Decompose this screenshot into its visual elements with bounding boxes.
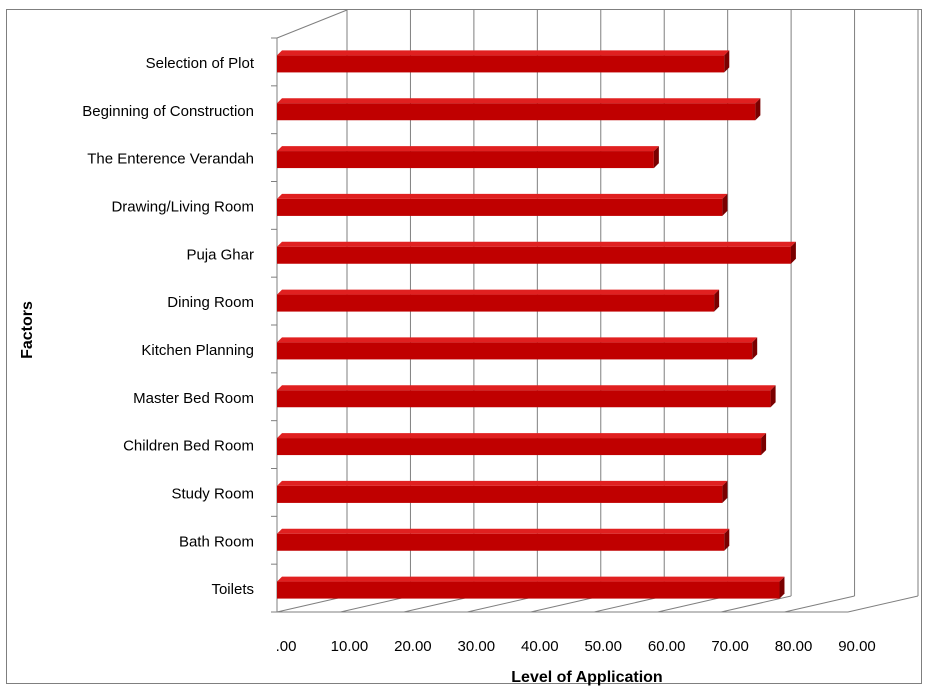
bar-side-face	[761, 433, 767, 456]
floor-line	[467, 595, 538, 613]
bar-side-face	[755, 98, 761, 121]
x-tick-label: 80.00	[775, 638, 813, 655]
bar-front-face	[277, 151, 654, 169]
bar-side-face	[724, 528, 730, 551]
floor-line	[276, 595, 348, 613]
bar	[277, 480, 728, 503]
bar	[277, 146, 659, 169]
category-label: Master Bed Room	[133, 390, 254, 407]
bar-side-face	[653, 146, 659, 169]
category-label: Children Bed Room	[123, 438, 254, 455]
bar-top-face	[277, 98, 761, 104]
bar-front-face	[277, 390, 771, 408]
bar-front-face	[277, 294, 715, 312]
bar-front-face	[277, 342, 753, 360]
floor-line	[403, 595, 475, 613]
bars-layer	[277, 50, 796, 599]
bar-side-face	[714, 289, 720, 312]
bar-side-face	[790, 241, 796, 264]
x-tick-label: 50.00	[584, 638, 622, 655]
wall-top-line	[276, 9, 348, 39]
floor-line	[657, 595, 728, 613]
bar	[277, 289, 720, 312]
category-label: The Enterence Verandah	[87, 151, 254, 168]
bar-top-face	[277, 480, 728, 486]
y-axis-title: Factors	[19, 301, 36, 359]
bar-top-face	[277, 289, 720, 295]
bar-front-face	[277, 103, 756, 121]
bar	[277, 193, 728, 216]
floor-line	[594, 595, 665, 613]
bar-front-face	[277, 198, 723, 216]
bar-side-face	[722, 480, 728, 503]
bar	[277, 98, 761, 121]
bar-side-face	[770, 385, 776, 408]
bar	[277, 576, 785, 599]
bar-top-face	[277, 146, 659, 152]
x-axis-title: Level of Application	[511, 669, 662, 686]
category-label: Drawing/Living Room	[111, 198, 254, 215]
bar-side-face	[724, 50, 730, 73]
x-tick-label: 40.00	[521, 638, 559, 655]
category-label: Beginning of Construction	[82, 103, 254, 120]
bar-top-face	[277, 337, 758, 343]
bar-front-face	[277, 581, 780, 599]
category-label: Selection of Plot	[146, 55, 255, 72]
bar	[277, 433, 767, 456]
floor-line	[340, 595, 411, 613]
x-tick-label: 70.00	[711, 638, 749, 655]
x-tick-label: 20.00	[394, 638, 432, 655]
floor-line	[847, 595, 919, 613]
category-labels: Selection of Plot Beginning of Constructi…	[82, 55, 255, 598]
bar-side-face	[779, 576, 785, 599]
x-tick-label: 30.00	[458, 638, 496, 655]
category-label: Toilets	[211, 581, 254, 598]
bar-side-face	[722, 193, 728, 216]
bar-top-face	[277, 385, 776, 391]
x-tick-labels: .00 10.00 20.00 30.00 40.00 50.00 60.00 70.00 80…	[276, 638, 876, 655]
bar	[277, 241, 796, 264]
x-tick-label: .00	[276, 638, 297, 655]
bar-top-face	[277, 241, 796, 247]
category-label: Bath Room	[179, 533, 254, 550]
x-tick-label: 90.00	[838, 638, 876, 655]
bar-front-face	[277, 55, 725, 73]
bar-front-face	[277, 533, 725, 551]
floor-line	[530, 595, 601, 613]
category-label: Kitchen Planning	[141, 342, 254, 359]
x-tick-label: 10.00	[331, 638, 369, 655]
bar-top-face	[277, 576, 785, 582]
category-label: Dining Room	[167, 294, 254, 311]
bar-top-face	[277, 50, 730, 56]
floor-line	[784, 595, 855, 613]
bar-front-face	[277, 246, 791, 264]
x-tick-label: 60.00	[648, 638, 686, 655]
floor-line	[720, 595, 792, 613]
category-label: Study Room	[171, 485, 254, 502]
bar	[277, 528, 730, 551]
category-label: Puja Ghar	[186, 246, 254, 263]
bar-front-face	[277, 485, 723, 503]
bar	[277, 50, 730, 73]
bar-side-face	[752, 337, 758, 360]
bar-top-face	[277, 433, 767, 439]
bar-top-face	[277, 193, 728, 199]
bar-front-face	[277, 438, 762, 456]
bar-top-face	[277, 528, 730, 534]
bar	[277, 337, 758, 360]
bar	[277, 385, 776, 408]
